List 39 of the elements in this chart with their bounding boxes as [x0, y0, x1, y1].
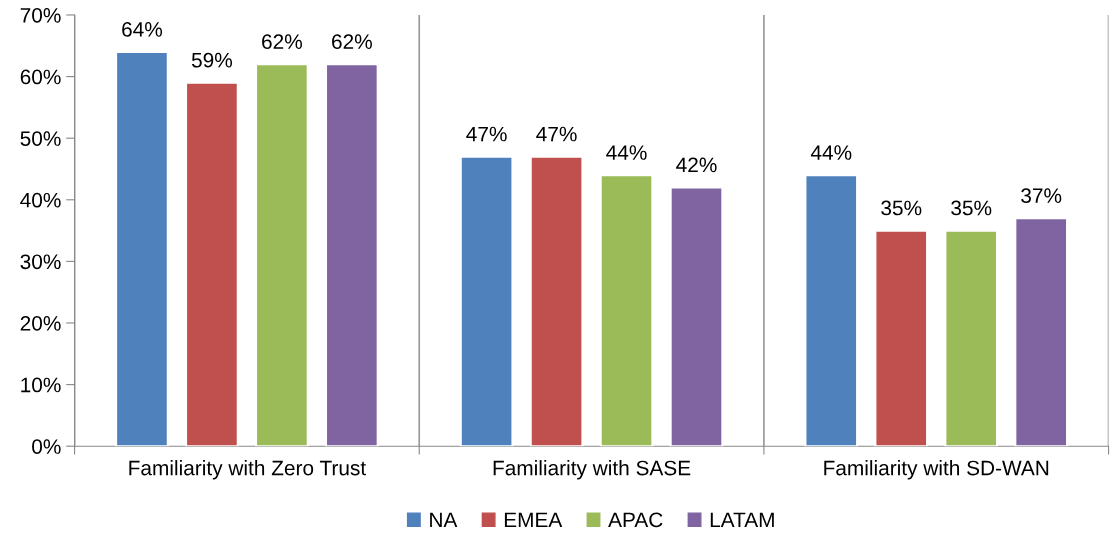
data-label: 62% — [262, 34, 302, 50]
data-label: 62% — [332, 34, 372, 50]
bar — [599, 174, 654, 447]
data-label: 44% — [606, 145, 647, 160]
bar — [529, 155, 584, 447]
data-label: 47% — [536, 126, 577, 142]
data-label: 35% — [951, 200, 992, 216]
y-tick-label: 50% — [20, 131, 61, 146]
bar — [459, 155, 514, 447]
y-tick-label: 40% — [20, 192, 61, 208]
x-tick-label: Familiarity with SASE — [493, 460, 691, 480]
legend-label: EMEA — [504, 512, 563, 528]
bar — [115, 50, 169, 447]
data-label: 47% — [466, 126, 507, 142]
bar — [324, 63, 379, 447]
data-label: 64% — [122, 21, 163, 37]
y-tick-label: 10% — [21, 377, 61, 393]
bar — [254, 63, 309, 447]
bar — [804, 174, 859, 447]
y-tick-label: 0% — [32, 439, 61, 454]
data-label: 42% — [676, 157, 717, 173]
x-tick-label: Familiarity with SD-WAN — [824, 460, 1049, 480]
y-tick-label: 20% — [20, 315, 61, 331]
y-tick-label: 60% — [20, 69, 61, 85]
bar — [1014, 217, 1069, 447]
bar — [185, 81, 239, 447]
y-tick-label: 30% — [20, 254, 61, 270]
bar — [669, 186, 724, 447]
data-label: 35% — [881, 200, 922, 216]
legend-label: APAC — [608, 512, 663, 528]
x-tick-label: Familiarity with Zero Trust — [129, 460, 366, 480]
legend-label: NA — [430, 512, 458, 528]
data-label: 44% — [810, 145, 852, 160]
data-label: 37% — [1021, 188, 1062, 204]
bar — [874, 229, 929, 447]
legend-label: LATAM — [710, 512, 774, 528]
data-label: 59% — [191, 52, 233, 68]
y-tick-label: 70% — [20, 7, 61, 23]
bar — [944, 229, 999, 447]
